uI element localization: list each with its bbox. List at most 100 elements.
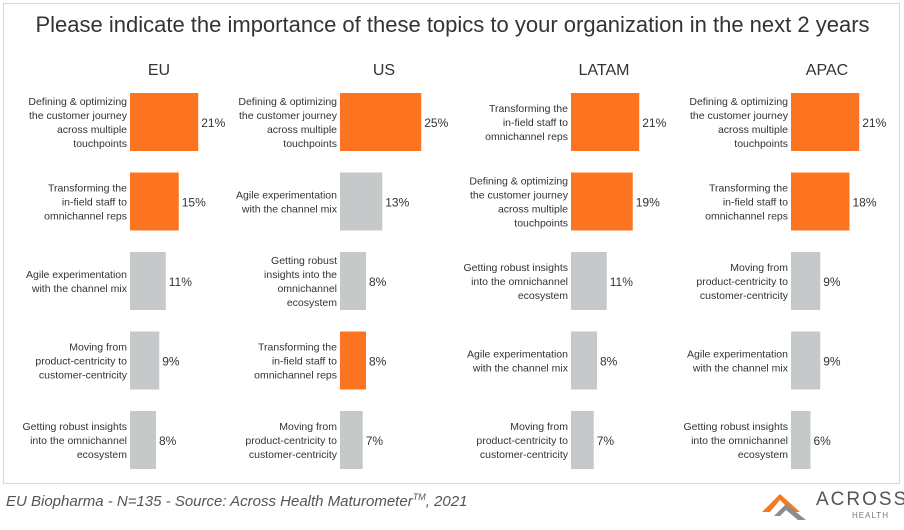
category-label: Getting robust insights <box>464 262 568 274</box>
bar <box>340 172 383 231</box>
trademark-mark: TM <box>412 492 426 502</box>
category-label: in-field staff to <box>503 117 568 129</box>
category-label: Moving from <box>510 421 568 433</box>
category-label: Agile experimentation <box>467 349 568 361</box>
category-label: Moving from <box>279 421 337 433</box>
category-label: with the channel mix <box>241 204 338 216</box>
category-label: touchpoints <box>283 138 337 150</box>
category-label: product-centricity to <box>245 435 337 447</box>
value-label: 11% <box>169 275 192 289</box>
value-label: 15% <box>182 196 206 210</box>
category-label: omnichannel <box>277 283 337 295</box>
category-label: insights into the <box>264 269 337 281</box>
category-label: Defining & optimizing <box>469 176 568 188</box>
category-label: in-field staff to <box>723 197 788 209</box>
value-label: 9% <box>823 355 841 369</box>
chart-frame: Please indicate the importance of these … <box>3 3 900 484</box>
category-label: customer-centricity <box>39 370 128 382</box>
bar <box>130 252 166 310</box>
charts-area: EU 21% Defining & optimizing the customer j… <box>4 4 901 485</box>
category-label: ecosystem <box>77 449 127 461</box>
bar <box>130 411 156 469</box>
category-label: Agile experimentation <box>687 349 788 361</box>
value-label: 21% <box>201 116 225 130</box>
value-label: 7% <box>366 434 384 448</box>
value-label: 8% <box>159 434 177 448</box>
category-label: into the omnichannel <box>691 435 788 447</box>
category-label: Transforming the <box>48 183 127 195</box>
category-label: omnichannel reps <box>44 211 127 223</box>
category-label: across multiple <box>498 204 568 216</box>
category-label: Moving from <box>730 262 788 274</box>
category-label: the customer journey <box>690 110 789 122</box>
footnote-year: , 2021 <box>425 493 468 510</box>
value-label: 9% <box>162 355 180 369</box>
bar <box>791 252 821 310</box>
bar <box>571 93 640 151</box>
value-label: 7% <box>597 434 615 448</box>
value-label: 11% <box>610 275 633 289</box>
category-label: in-field staff to <box>62 197 127 209</box>
across-health-logo-icon <box>762 494 806 520</box>
value-label: 21% <box>642 116 666 130</box>
bar <box>571 331 597 390</box>
category-label: customer-centricity <box>700 290 789 302</box>
category-label: omnichannel reps <box>485 131 568 143</box>
category-label: across multiple <box>57 124 127 136</box>
category-label: into the omnichannel <box>30 435 127 447</box>
value-label: 8% <box>600 355 618 369</box>
value-label: 18% <box>853 196 877 210</box>
category-label: omnichannel reps <box>254 370 337 382</box>
bar <box>340 331 366 390</box>
bar <box>791 331 821 390</box>
category-label: Transforming the <box>489 103 568 115</box>
value-label: 25% <box>424 116 448 130</box>
category-label: the customer journey <box>470 190 569 202</box>
panel-title: EU <box>148 62 170 79</box>
category-label: ecosystem <box>518 290 568 302</box>
source-footnote: EU Biopharma - N=135 - Source: Across He… <box>6 492 467 510</box>
value-label: 6% <box>814 434 832 448</box>
bar <box>130 331 160 390</box>
category-label: Agile experimentation <box>236 190 337 202</box>
panel-title: APAC <box>806 62 848 79</box>
bar <box>571 172 633 231</box>
category-label: across multiple <box>718 124 788 136</box>
value-label: 21% <box>862 116 886 130</box>
category-label: Getting robust <box>271 255 337 267</box>
category-label: customer-centricity <box>480 449 569 461</box>
bar <box>340 93 422 151</box>
category-label: in-field staff to <box>272 356 337 368</box>
category-label: Transforming the <box>258 342 337 354</box>
panel-title: LATAM <box>579 62 630 79</box>
category-label: ecosystem <box>287 297 337 309</box>
panel-title: US <box>373 62 395 79</box>
bar <box>791 411 811 469</box>
value-label: 13% <box>385 196 409 210</box>
category-label: with the channel mix <box>31 283 128 295</box>
category-label: into the omnichannel <box>471 276 568 288</box>
category-label: Getting robust insights <box>23 421 127 433</box>
category-label: touchpoints <box>73 138 127 150</box>
category-label: with the channel mix <box>692 363 789 375</box>
value-label: 19% <box>636 196 660 210</box>
category-label: with the channel mix <box>472 363 569 375</box>
value-label: 8% <box>369 275 387 289</box>
bar <box>340 411 363 469</box>
bar <box>130 93 199 151</box>
category-label: Transforming the <box>709 183 788 195</box>
category-label: product-centricity to <box>35 356 127 368</box>
bar <box>571 411 594 469</box>
logo-subtitle: HEALTH <box>852 511 889 520</box>
bar <box>571 252 607 310</box>
category-label: Defining & optimizing <box>28 96 127 108</box>
bar <box>791 93 860 151</box>
category-label: product-centricity to <box>696 276 788 288</box>
chart-title: Please indicate the importance of these … <box>35 12 870 37</box>
category-label: across multiple <box>267 124 337 136</box>
value-label: 9% <box>823 275 841 289</box>
value-label: 8% <box>369 355 387 369</box>
footnote-text: EU Biopharma - N=135 - Source: Across He… <box>6 493 413 510</box>
category-label: Defining & optimizing <box>689 96 788 108</box>
category-label: customer-centricity <box>249 449 338 461</box>
